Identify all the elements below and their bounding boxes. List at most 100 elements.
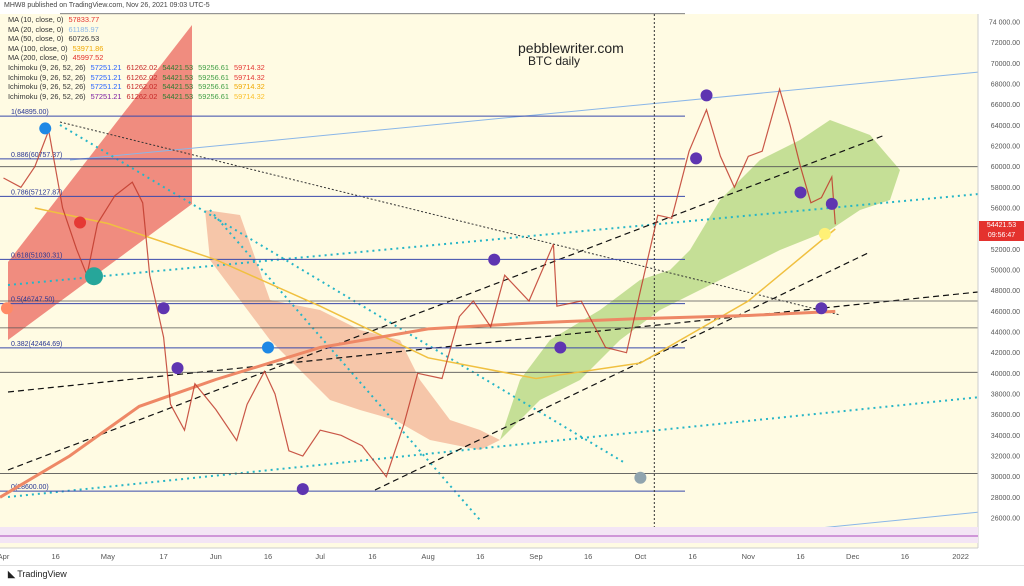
marker-dot: [634, 471, 647, 484]
legend-value: 57251.21: [90, 62, 122, 72]
y-tick-label: 28000.00: [991, 495, 1020, 502]
marker-dot: [818, 227, 831, 240]
y-axis: 74 000.00 72000.00 70000.00 68000.00 66000.0…: [989, 20, 1020, 523]
fib-label: 0(28600.00): [11, 484, 49, 491]
x-tick-label: 17: [159, 552, 167, 561]
y-tick-label: 58000.00: [991, 185, 1020, 192]
ichimoku-cloud-green: [500, 120, 900, 440]
legend-label: MA (100, close, 0): [8, 43, 68, 53]
marker-dot: [84, 267, 103, 286]
marker-dot: [74, 216, 87, 229]
y-tick-label: 40000.00: [991, 371, 1020, 378]
marker-dots: [0, 89, 838, 496]
y-tick-label: 68000.00: [991, 82, 1020, 89]
x-tick-label: Jun: [210, 552, 222, 561]
marker-dot: [825, 197, 838, 210]
countdown-timer: 09:56:47: [987, 231, 1016, 239]
y-tick-label: 60000.00: [991, 164, 1020, 171]
legend-value: 61262.02: [126, 72, 158, 82]
fib-label: 0.5(46747.50): [11, 297, 55, 304]
marker-dot: [261, 341, 274, 354]
legend-value: 59714.32: [233, 91, 265, 101]
x-tick-label: 2022: [952, 552, 969, 561]
legend-row[interactable]: MA (200, close, 0) 45997.52: [8, 53, 270, 63]
legend-value: 57251.21: [90, 91, 122, 101]
y-tick-label: 62000.00: [991, 144, 1020, 151]
fib-label: 0.886(60757.37): [11, 152, 62, 159]
watermark-subtitle: BTC daily: [528, 54, 581, 68]
legend-label: MA (50, close, 0): [8, 34, 64, 44]
legend-label: MA (20, close, 0): [8, 24, 64, 34]
y-tick-label: 36000.00: [991, 412, 1020, 419]
legend-label: Ichimoku (9, 26, 52, 26): [8, 62, 86, 72]
x-tick-label: 16: [264, 552, 272, 561]
ma200-line: [0, 309, 836, 499]
y-tick-label: 52000.00: [991, 247, 1020, 254]
legend-row[interactable]: Ichimoku (9, 26, 52, 26) 57251.21 61262.02…: [8, 73, 270, 83]
tradingview-logo[interactable]: ◣ TradingView: [8, 569, 67, 580]
fib-label: 0.382(42464.69): [11, 341, 62, 348]
channel-upper-line: [69, 69, 1001, 161]
y-tick-label: 26000.00: [991, 516, 1020, 523]
current-price-value: 54421.53: [986, 222, 1017, 229]
legend-row[interactable]: MA (100, close, 0) 53971.86: [8, 44, 270, 54]
fib-label: 0.618(51030.31): [11, 252, 62, 259]
teal-dotted-line-4: [209, 209, 481, 521]
legend-label: Ichimoku (9, 26, 52, 26): [8, 72, 86, 82]
marker-dot: [794, 186, 807, 199]
legend-value: 60726.53: [68, 34, 100, 44]
marker-dot: [157, 302, 170, 315]
horizontal-levels: [0, 13, 978, 474]
marker-dot: [815, 302, 828, 315]
indicator-legend: MA (10, close, 0) 57833.77 MA (20, close, …: [8, 15, 270, 101]
legend-row[interactable]: MA (50, close, 0) 60726.53: [8, 34, 270, 44]
x-tick-label: 16: [796, 552, 804, 561]
legend-value: 61262.02: [126, 82, 158, 92]
legend-value: 59256.61: [198, 62, 229, 72]
legend-label: MA (200, close, 0): [8, 53, 68, 63]
x-tick-label: Apr: [0, 552, 10, 561]
legend-value: 61185.97: [68, 24, 99, 34]
legend-value: 53971.86: [72, 43, 104, 53]
y-tick-label: 50000.00: [991, 268, 1020, 275]
legend-value: 54421.53: [162, 72, 194, 82]
x-axis: Apr 16 May 17 Jun 16 Jul 16 Aug 16 Sep 16 Oct 16 Nov 16…: [0, 552, 969, 561]
oscillator-strip: [0, 527, 978, 543]
legend-value: 59714.32: [233, 62, 265, 72]
diagonal-dotted-line: [59, 121, 841, 316]
y-tick-label: 74 000.00: [989, 20, 1020, 27]
legend-label: Ichimoku (9, 26, 52, 26): [8, 82, 86, 92]
ma100-line: [34, 207, 836, 380]
tradingview-brand: TradingView: [17, 569, 67, 579]
y-tick-label: 38000.00: [991, 392, 1020, 399]
marker-dot: [690, 152, 703, 165]
x-tick-label: Sep: [529, 552, 542, 561]
legend-value: 57833.77: [68, 15, 100, 24]
legend-value: 59714.32: [233, 82, 265, 92]
black-dashed-line-1: [7, 134, 886, 471]
legend-value: 57251.21: [90, 72, 122, 82]
fib-label: 0.786(57127.87): [11, 189, 62, 196]
ichimoku-cloud-red: [205, 210, 500, 450]
legend-value: 54421.53: [162, 82, 194, 92]
y-tick-label: 72000.00: [991, 40, 1020, 47]
y-axis-background: [978, 14, 1024, 548]
fib-label: 1(64895.00): [11, 109, 49, 116]
x-tick-label: Jul: [315, 552, 325, 561]
legend-value: 59714.32: [233, 72, 265, 82]
legend-row[interactable]: Ichimoku (9, 26, 52, 26) 57251.21 61262.02…: [8, 92, 270, 102]
legend-row[interactable]: MA (10, close, 0) 57833.77: [8, 15, 270, 25]
x-tick-label: 16: [688, 552, 696, 561]
legend-label: Ichimoku (9, 26, 52, 26): [8, 91, 86, 101]
legend-row[interactable]: MA (20, close, 0) 61185.97: [8, 25, 270, 35]
marker-dot: [39, 122, 52, 135]
price-line: [3, 87, 836, 478]
legend-value: 59256.61: [198, 91, 229, 101]
x-tick-label: 16: [52, 552, 60, 561]
legend-row[interactable]: Ichimoku (9, 26, 52, 26) 57251.21 61262.02…: [8, 63, 270, 73]
watermark-site: pebblewriter.com: [518, 40, 624, 56]
marker-dot: [296, 483, 309, 496]
legend-row[interactable]: Ichimoku (9, 26, 52, 26) 57251.21 61262.02…: [8, 82, 270, 92]
marker-dot: [488, 253, 501, 266]
